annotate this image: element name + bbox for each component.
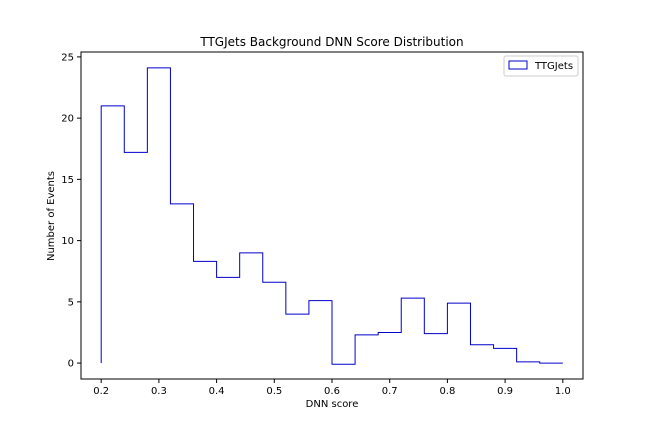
legend-swatch [508,60,528,70]
x-tick-label: 0.7 [382,386,398,397]
y-tick-label: 15 [61,175,74,186]
y-tick-label: 20 [61,114,74,125]
chart-title: TTGJets Background DNN Score Distributio… [199,35,463,49]
x-axis: 0.2 0.3 0.4 0.5 0.6 0.7 0.8 0.9 1.0 [93,379,571,397]
y-axis-title: Number of Events [46,171,57,261]
legend-label: TTGJets [534,61,573,72]
legend: TTGJets [503,55,579,77]
series-layer [100,67,563,365]
y-tick-label: 25 [61,52,74,63]
x-tick-label: 1.0 [555,386,571,397]
x-tick-label: 0.4 [209,386,225,397]
y-axis: 0 5 10 15 20 25 [61,52,81,370]
x-tick-label: 0.3 [151,386,167,397]
x-tick-label: 0.9 [497,386,513,397]
histogram-step-line [100,67,563,365]
y-tick-label: 5 [68,297,74,308]
x-tick-label: 0.2 [93,386,109,397]
y-tick-label: 10 [61,236,74,247]
x-tick-label: 0.8 [439,386,455,397]
x-tick-label: 0.5 [266,386,282,397]
x-axis-title: DNN score [306,399,359,410]
y-tick-label: 0 [68,359,74,370]
x-tick-label: 0.6 [324,386,340,397]
